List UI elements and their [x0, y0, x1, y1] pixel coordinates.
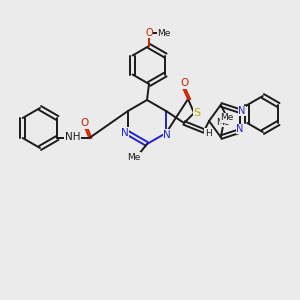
Text: Me: Me	[220, 113, 233, 122]
Text: O: O	[80, 118, 88, 128]
Text: H: H	[205, 128, 212, 137]
Text: N: N	[121, 128, 129, 138]
Text: N: N	[238, 106, 245, 116]
Text: N: N	[236, 124, 244, 134]
Text: Me: Me	[127, 152, 141, 161]
Text: Me: Me	[157, 28, 171, 38]
Text: N: N	[163, 130, 171, 140]
Text: O: O	[180, 78, 188, 88]
Text: Me: Me	[216, 118, 230, 127]
Text: NH: NH	[64, 132, 80, 142]
Text: O: O	[145, 28, 153, 38]
Text: S: S	[194, 108, 201, 118]
